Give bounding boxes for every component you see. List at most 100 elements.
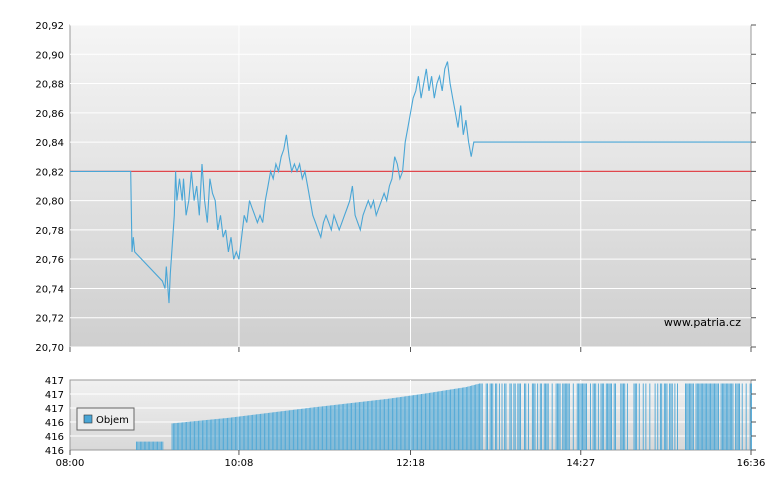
volume-bar: [290, 410, 292, 450]
volume-bar: [345, 403, 347, 450]
volume-bar: [510, 383, 512, 450]
volume-bar: [715, 383, 717, 450]
volume-bar: [135, 441, 137, 450]
xtick-label: 14:27: [566, 458, 595, 469]
volume-bar: [607, 383, 609, 450]
volume-bar: [227, 417, 228, 450]
volume-bar: [388, 398, 389, 450]
volume-bar: [572, 383, 574, 450]
volume-bar: [328, 405, 330, 450]
volume-bar: [252, 414, 254, 450]
volume-bar: [501, 383, 503, 450]
volume-bar: [431, 392, 433, 450]
volume-bar: [731, 383, 733, 450]
volume-bar: [384, 399, 385, 450]
volume-bar: [447, 389, 449, 450]
volume-bar: [578, 383, 580, 450]
volume-bar: [712, 383, 714, 450]
volume-bar: [494, 383, 496, 450]
volume-bar: [649, 383, 651, 450]
volume-bar: [409, 395, 411, 450]
volume-bar: [505, 383, 507, 450]
volume-bar: [215, 419, 217, 450]
volume-bar: [414, 394, 416, 450]
volume-bar: [452, 389, 454, 450]
legend-box: [76, 407, 135, 431]
volume-bar: [615, 383, 616, 450]
volume-bar: [524, 383, 525, 450]
volume-bar: [219, 418, 221, 450]
volume-bar: [356, 402, 358, 450]
volume-bar: [568, 383, 570, 450]
volume-bar: [551, 383, 553, 450]
price-ytick-label: 20,78: [35, 226, 64, 237]
volume-bar: [739, 383, 741, 450]
volume-bar: [533, 383, 535, 450]
volume-bar: [286, 410, 288, 450]
price-ytick-label: 20,80: [35, 197, 64, 208]
volume-bar: [258, 414, 260, 450]
volume-bar: [428, 392, 430, 450]
volume-bar: [274, 412, 276, 450]
volume-bar: [138, 441, 140, 450]
volume-bar: [245, 415, 247, 450]
volume-bar: [229, 417, 231, 450]
volume-bar: [246, 415, 248, 450]
volume-bar: [344, 403, 346, 450]
volume-bar: [611, 383, 612, 450]
volume-bar: [527, 383, 529, 450]
volume-bar: [687, 383, 689, 450]
volume-bar: [674, 383, 676, 450]
volume-bar: [331, 405, 333, 450]
volume-bar: [270, 412, 272, 450]
volume-bar: [520, 383, 521, 450]
volume-bar: [411, 395, 413, 450]
volume-bar: [223, 418, 224, 450]
volume-bar: [657, 383, 659, 450]
volume-bar: [194, 421, 195, 450]
volume-bar: [198, 420, 199, 450]
volume-bar: [304, 408, 306, 450]
volume-bar: [514, 383, 516, 450]
volume-bar: [361, 401, 363, 450]
volume-bar: [225, 418, 227, 450]
volume-bar: [423, 393, 425, 450]
volume-bar: [555, 383, 557, 450]
volume-bar: [279, 411, 281, 450]
volume-bar: [671, 383, 673, 450]
volume-bar: [392, 398, 393, 450]
volume-bar: [509, 383, 511, 450]
volume-bar: [352, 402, 354, 450]
volume-bar: [385, 399, 387, 450]
volume-bar: [732, 383, 734, 450]
volume-bar: [440, 390, 442, 450]
volume-bar: [394, 397, 396, 450]
volume-bar: [403, 396, 405, 450]
volume-bar: [253, 414, 255, 450]
volume-bar: [302, 408, 304, 450]
volume-bar: [543, 383, 545, 450]
volume-bar: [234, 416, 236, 450]
volume-bar: [310, 407, 312, 450]
volume-bar: [318, 406, 320, 450]
legend-swatch: [83, 414, 93, 424]
volume-bar: [341, 404, 343, 450]
volume-bar: [265, 413, 267, 450]
volume-bar: [492, 383, 494, 450]
volume-bar: [216, 418, 218, 450]
xtick-label: 08:00: [56, 458, 85, 469]
volume-bar: [326, 405, 327, 450]
volume-bar: [636, 383, 638, 450]
volume-bar: [487, 383, 488, 450]
volume-bar: [567, 383, 569, 450]
volume-bar: [677, 383, 678, 450]
volume-bar: [704, 383, 706, 450]
volume-bar: [659, 383, 661, 450]
volume-bar: [275, 411, 277, 450]
volume-bar: [316, 406, 318, 450]
volume-bar: [360, 401, 362, 450]
volume-bar: [184, 422, 186, 450]
volume-bar: [556, 383, 558, 450]
volume-bar: [329, 405, 331, 450]
